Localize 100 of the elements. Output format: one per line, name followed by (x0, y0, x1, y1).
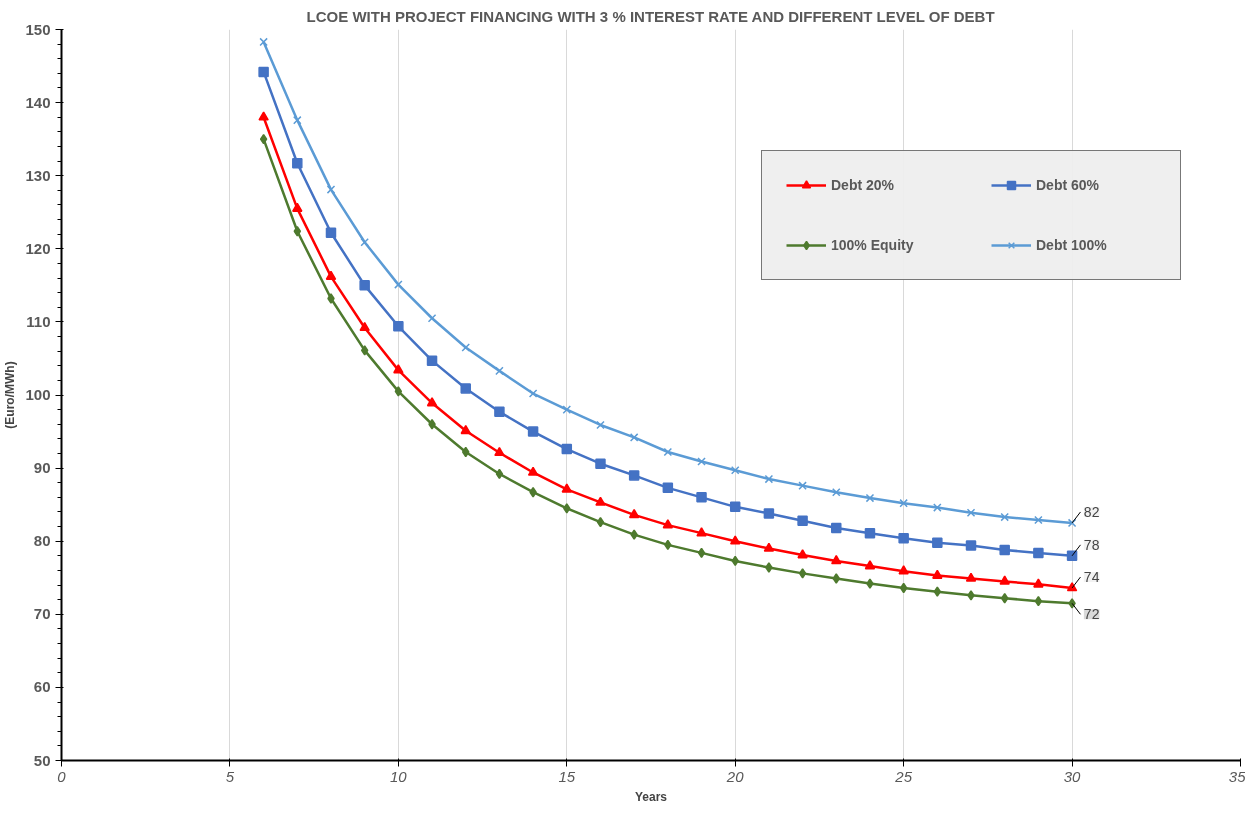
point (460, 424, 471, 435)
point (662, 519, 674, 529)
point (899, 498, 908, 508)
point (933, 586, 942, 597)
point (292, 202, 303, 212)
point (595, 496, 606, 506)
point (932, 569, 943, 579)
point (763, 542, 775, 552)
point (630, 529, 638, 540)
point (730, 466, 740, 475)
point (765, 562, 773, 573)
point (293, 115, 302, 125)
point (1034, 515, 1043, 525)
point (628, 470, 640, 481)
point (326, 185, 336, 194)
point (325, 227, 337, 238)
point (696, 527, 707, 537)
point (729, 501, 741, 513)
point (864, 560, 876, 570)
point (426, 397, 438, 407)
x-tick-label: 25 (894, 767, 913, 785)
point (898, 565, 909, 575)
point (662, 482, 674, 494)
point (360, 345, 369, 356)
y-tick-label: 80 (33, 532, 51, 550)
legend-label: 100% Equity (831, 237, 915, 253)
point (495, 468, 504, 480)
y-tick-label: 120 (25, 239, 51, 257)
point (999, 544, 1010, 556)
point (1067, 518, 1077, 528)
point (831, 554, 842, 565)
point (359, 321, 370, 332)
point (965, 572, 977, 582)
point (764, 474, 774, 484)
point (596, 420, 605, 430)
point (933, 503, 942, 512)
point (494, 446, 505, 457)
point (527, 466, 539, 476)
y-tick-label: 70 (33, 605, 51, 623)
point (360, 237, 369, 247)
point (494, 406, 505, 418)
point (293, 226, 302, 237)
y-tick-label: 110 (26, 312, 51, 330)
x-tick-label: 35 (1228, 767, 1247, 785)
point (394, 386, 403, 397)
point (561, 483, 573, 493)
point (292, 158, 303, 169)
point (965, 540, 977, 551)
point (527, 426, 539, 437)
data-label: 72 (1083, 606, 1100, 623)
y-tick-label: 150 (25, 20, 51, 38)
point (1034, 595, 1043, 607)
y-tick-label: 140 (25, 93, 51, 111)
y-tick-label: 60 (33, 678, 51, 696)
point (563, 503, 571, 514)
chart-title: LCOE WITH PROJECT FINANCING WITH 3 % INTEREST RATE AND DIFFERENT LEVEL OF DEBT (306, 7, 995, 25)
point (1000, 592, 1009, 604)
x-axis-title: Years (634, 789, 668, 804)
point (359, 280, 370, 291)
data-label: 78 (1083, 536, 1100, 553)
point (797, 549, 808, 559)
point (259, 37, 268, 47)
x-tick-label: 20 (725, 767, 745, 785)
point (797, 515, 808, 526)
point (864, 527, 876, 539)
point (966, 508, 976, 517)
x-tick-label: 10 (390, 767, 408, 785)
point (832, 573, 841, 584)
point (696, 492, 707, 503)
point (562, 405, 572, 414)
x-tick-label: 5 (225, 767, 235, 785)
point (763, 508, 775, 519)
x-tick-label: 15 (558, 767, 576, 785)
point (932, 537, 943, 548)
point (629, 433, 639, 442)
y-tick-label: 50 (33, 751, 51, 769)
point (325, 270, 337, 280)
x-tick-label: 30 (1063, 767, 1082, 785)
point (1033, 578, 1044, 588)
point (967, 590, 975, 601)
y-tick-label: 100 (25, 386, 51, 403)
point (628, 508, 640, 519)
x-tick-label: 0 (57, 767, 67, 785)
point (729, 535, 741, 545)
legend-label: Debt 60% (1036, 177, 1101, 193)
point (1000, 512, 1009, 522)
point (697, 547, 706, 559)
point (831, 522, 842, 534)
point (460, 383, 471, 394)
point (327, 293, 335, 304)
point (866, 578, 874, 589)
point (595, 458, 606, 469)
data-label: 74 (1083, 569, 1100, 586)
legend-label: Debt 100% (1036, 237, 1108, 253)
point (798, 481, 807, 490)
point (831, 487, 841, 497)
point (596, 516, 605, 528)
point (528, 389, 538, 398)
point (899, 582, 908, 594)
point (461, 446, 470, 458)
